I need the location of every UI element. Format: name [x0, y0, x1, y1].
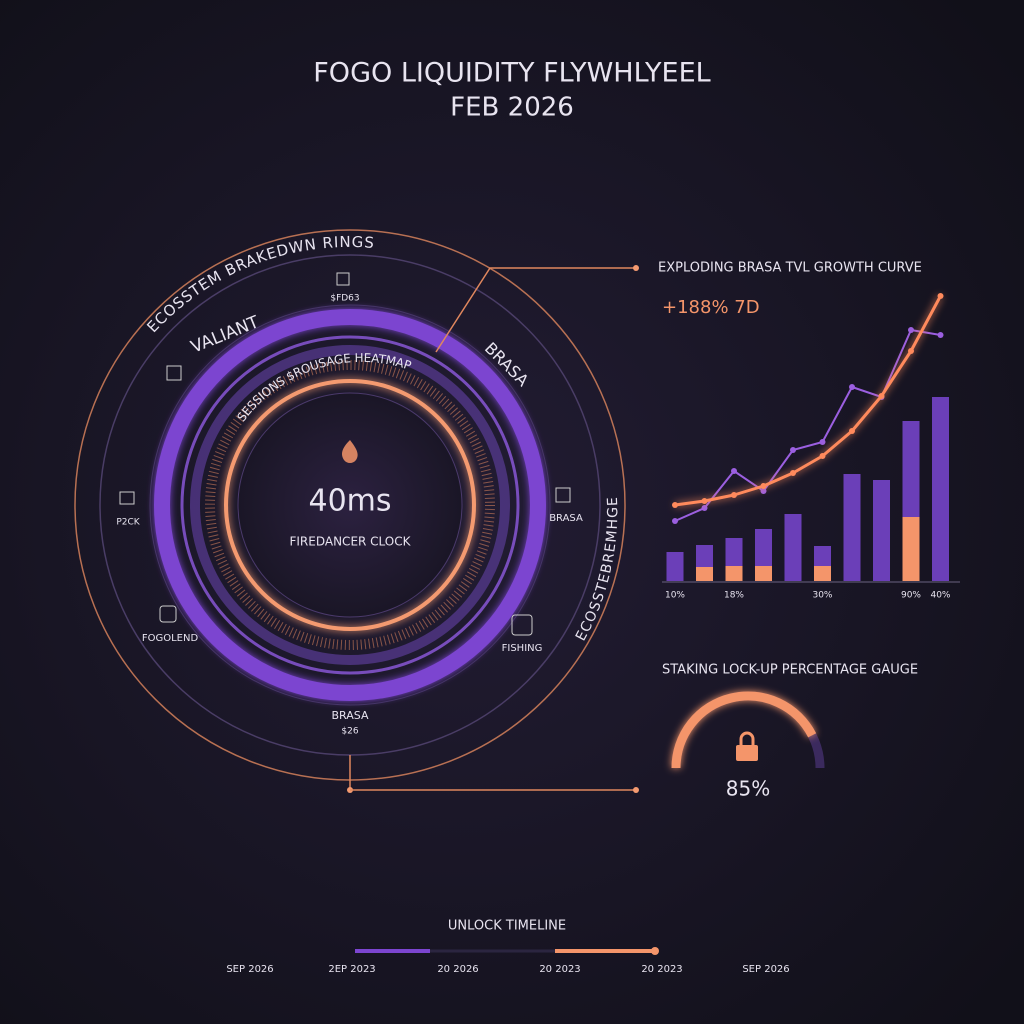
trend-line — [674, 295, 942, 507]
timeline-title: UNLOCK TIMELINE — [448, 919, 566, 934]
clock-label: FIREDANCER CLOCK — [289, 535, 411, 549]
ring-node: BRASA — [332, 709, 369, 722]
line-point — [672, 502, 678, 508]
ring-node: FOGOLEND — [142, 633, 199, 644]
gauge-value: 85% — [726, 777, 770, 801]
x-tick-label: 10% — [665, 591, 685, 601]
growth-title: EXPLODING BRASA TVL GROWTH CURVE — [658, 261, 922, 276]
ring-node: BRASA — [549, 513, 583, 524]
line-point — [819, 439, 826, 445]
bar-segment — [784, 514, 802, 581]
bar-segment — [666, 552, 684, 581]
bar-segment — [755, 566, 772, 581]
bar-segment — [725, 538, 743, 566]
growth-chart: 10% 18% 30% 90% 40% — [665, 293, 951, 601]
bar-segment — [932, 397, 949, 581]
subtitle: FEB 2026 — [450, 93, 574, 123]
trend-line — [674, 328, 941, 522]
x-tick-label: 30% — [812, 591, 832, 601]
timeline-label: SEP 2026 — [742, 964, 789, 975]
line-point — [849, 384, 855, 390]
line-point — [878, 393, 885, 399]
line-point — [819, 453, 826, 459]
line-point — [937, 293, 944, 299]
bar-segment — [814, 566, 831, 581]
x-tick-label: 18% — [724, 591, 744, 601]
timeline — [355, 947, 659, 955]
line-point — [731, 468, 737, 474]
timeline-label: 20 2023 — [539, 964, 580, 975]
bar-segment — [755, 529, 772, 566]
growth-subtitle: +188% 7D — [662, 297, 760, 318]
line-point — [908, 327, 914, 333]
ring-node: $FD63 — [330, 294, 359, 304]
line-point — [937, 332, 944, 338]
line-point — [701, 498, 708, 504]
bar-segment — [902, 421, 920, 517]
gauge-arc — [671, 691, 817, 769]
timeline-label: 20 2026 — [437, 964, 478, 975]
x-tick-label: 40% — [930, 591, 950, 601]
line-point — [672, 518, 678, 524]
line-point — [908, 348, 914, 354]
timeline-labels: SEP 2026 2EP 2023 20 2026 20 2023 20 2023 SEP… — [226, 964, 789, 975]
line-point — [790, 447, 796, 453]
bar-segment — [814, 546, 831, 566]
timeline-label: 20 2023 — [641, 964, 682, 975]
bar-segment — [725, 566, 743, 581]
title: FOGO LIQUIDITY FLYWHLYEEL — [313, 58, 710, 89]
timeline-label: SEP 2026 — [226, 964, 273, 975]
line-point — [760, 483, 767, 489]
rings — [74, 229, 639, 793]
line-point — [760, 488, 767, 494]
clock-value: 40ms — [308, 484, 391, 519]
gauge-title: STAKING LOCK-UP PERCENTAGE GAUGE — [662, 663, 918, 678]
bar-segment — [902, 517, 920, 581]
line-point — [701, 505, 708, 511]
ring-node: FISHING — [502, 643, 543, 654]
bar-segment — [696, 545, 713, 567]
timeline-label: 2EP 2023 — [328, 964, 375, 975]
bar-segment — [843, 474, 861, 581]
x-tick-label: 90% — [901, 591, 921, 601]
line-point — [790, 470, 796, 476]
ring-node: $26 — [341, 727, 358, 737]
ring-node: P2CK — [116, 518, 140, 528]
bar-segment — [696, 567, 713, 581]
line-point — [849, 428, 855, 434]
line-point — [731, 492, 737, 498]
gauge — [671, 691, 825, 769]
bar-segment — [873, 480, 890, 581]
